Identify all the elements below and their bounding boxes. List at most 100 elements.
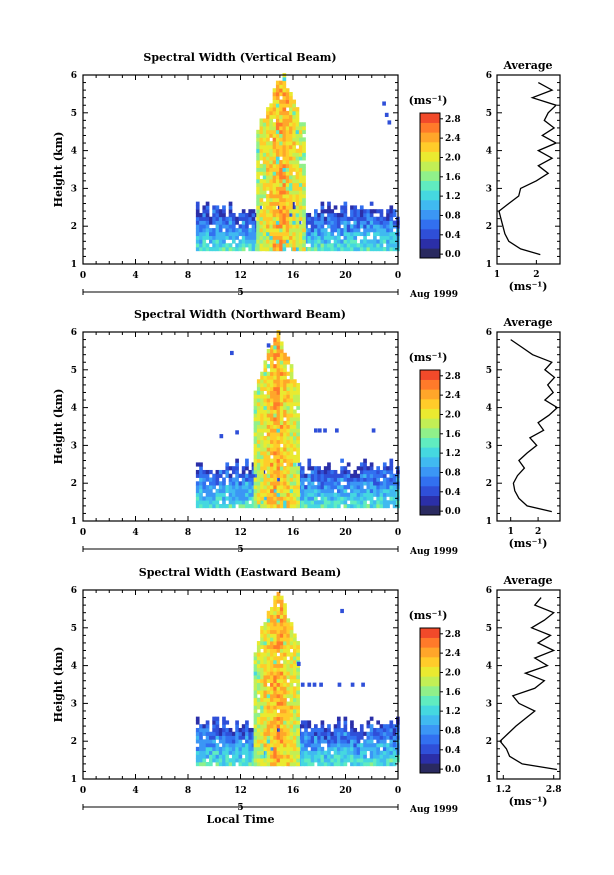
heatmap-cell <box>304 503 308 509</box>
heatmap-cell <box>330 731 335 736</box>
heatmap-cell <box>282 160 287 165</box>
heatmap-cell <box>256 458 261 463</box>
heatmap-cell <box>293 701 297 706</box>
heatmap-cell <box>296 443 300 448</box>
heatmap-cell <box>263 394 268 399</box>
heatmap-cell <box>199 224 203 229</box>
heatmap-cell <box>256 439 261 444</box>
heatmap-cell <box>314 727 318 733</box>
heatmap-cell <box>343 727 348 733</box>
heatmap-cell <box>275 163 280 169</box>
heatmap-cell <box>276 356 281 361</box>
heatmap-cell <box>279 637 284 642</box>
heatmap-cell <box>296 720 300 725</box>
heatmap-cell <box>317 739 321 744</box>
heatmap-cell <box>283 743 287 748</box>
colorbar-swatch <box>420 408 440 419</box>
heatmap-cell <box>379 761 384 767</box>
heatmap-cell <box>307 496 312 501</box>
heatmap-cell <box>222 724 226 729</box>
heatmap-cell <box>386 731 390 736</box>
heatmap-cell <box>225 220 230 225</box>
heatmap-cell <box>295 110 300 116</box>
heatmap-cell <box>285 148 290 153</box>
heatmap-cell <box>256 682 261 687</box>
heatmap-cell <box>209 743 213 748</box>
heatmap-cell <box>260 712 264 718</box>
heatmap-cell <box>350 488 354 494</box>
heatmap-cell <box>259 152 264 157</box>
heatmap-cell <box>238 750 243 755</box>
heatmap-cell <box>266 458 271 463</box>
heatmap-cell <box>270 503 274 509</box>
heatmap-cell <box>346 224 351 229</box>
heatmap-cell <box>276 345 281 350</box>
heatmap-cell <box>310 761 315 767</box>
heatmap-cell <box>289 477 294 482</box>
heatmap-cell <box>260 462 264 467</box>
heatmap-cell <box>293 401 297 407</box>
heatmap-cell <box>266 447 271 452</box>
heatmap-cell <box>205 488 210 494</box>
heatmap-cell <box>273 481 277 486</box>
heatmap-cell <box>343 228 348 233</box>
heatmap-cell <box>266 243 270 248</box>
heatmap-cell <box>225 750 230 755</box>
heatmap-cell <box>266 110 270 116</box>
heatmap-cell <box>289 175 293 180</box>
heatmap-cell <box>320 481 325 486</box>
heatmap-cell <box>363 220 367 225</box>
heatmap-cell <box>293 724 297 729</box>
heatmap-cell <box>289 205 293 210</box>
heatmap-cell <box>292 133 297 138</box>
colorbar-tick-label: 0.4 <box>445 488 461 498</box>
heatmap-cell <box>209 758 213 763</box>
heatmap-cell <box>272 141 277 146</box>
average-x-tick-label: 1 <box>494 270 500 280</box>
heatmap-cell <box>253 466 258 471</box>
heatmap-cell <box>285 197 290 203</box>
heatmap-cell <box>282 133 287 138</box>
heatmap-cell <box>235 492 239 497</box>
heatmap-cell <box>317 216 321 221</box>
heatmap-cell <box>340 239 344 244</box>
heatmap-cell <box>314 220 318 225</box>
heatmap-cell <box>293 675 297 680</box>
heatmap-cell <box>195 243 200 248</box>
heatmap-cell <box>286 727 291 733</box>
heatmap-cell <box>369 750 374 755</box>
heatmap-cell <box>275 197 280 203</box>
heatmap-cell <box>256 220 260 225</box>
heatmap-cell <box>340 216 344 221</box>
heatmap-cell <box>382 239 387 244</box>
heatmap-cell <box>279 375 284 380</box>
heatmap-cell <box>245 761 249 767</box>
heatmap-cell <box>202 473 207 478</box>
heatmap-cell <box>264 750 269 755</box>
heatmap-cell <box>231 231 236 237</box>
heatmap-cell <box>270 386 274 391</box>
heatmap-cell <box>251 246 256 252</box>
heatmap-cell <box>195 473 200 478</box>
heatmap-cell <box>241 246 246 252</box>
heatmap-cell <box>279 239 283 244</box>
heatmap-cell <box>222 735 226 740</box>
heatmap-cell <box>298 197 303 203</box>
heatmap-cell <box>379 209 384 214</box>
heatmap-cell <box>279 720 284 725</box>
heatmap-cell <box>238 228 243 233</box>
heatmap-cell <box>382 496 387 501</box>
heatmap-cell <box>256 462 261 467</box>
heatmap-cell <box>317 735 321 740</box>
heatmap-cells <box>195 591 400 767</box>
heatmap-cell <box>262 216 267 221</box>
heatmap-cell <box>336 473 341 478</box>
heatmap-cell <box>298 144 303 150</box>
heatmap-cell <box>256 178 260 184</box>
date-bar-month: Aug 1999 <box>409 805 458 815</box>
heatmap-cell <box>202 750 207 755</box>
heatmap-cell <box>273 750 277 755</box>
colorbar-frame <box>419 369 441 516</box>
heatmap-cell <box>251 469 256 475</box>
heatmap-cell <box>353 743 358 748</box>
